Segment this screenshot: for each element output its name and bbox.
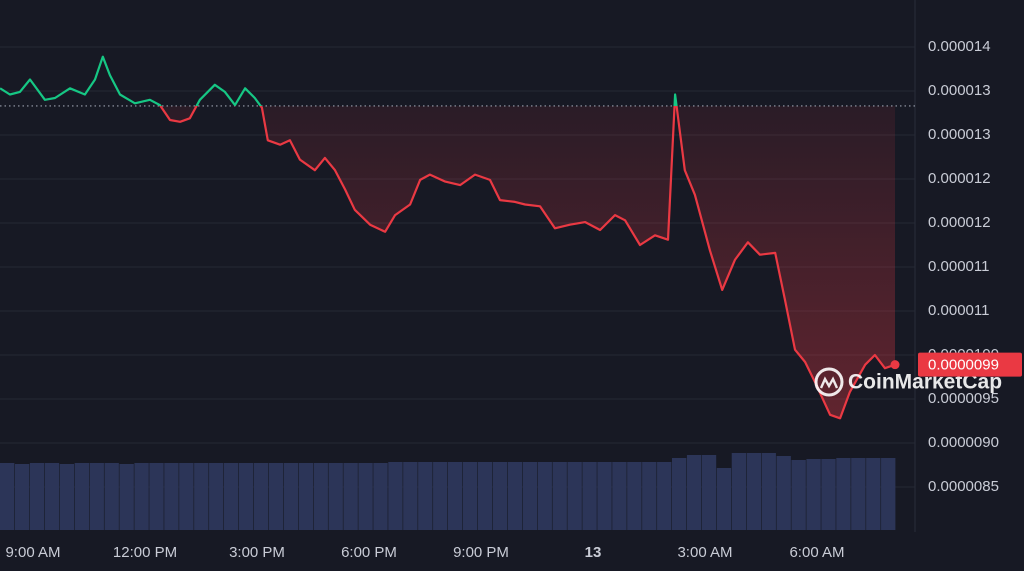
- volume-bar: [716, 468, 732, 530]
- volume-bar: [224, 463, 239, 530]
- volume-bar: [477, 462, 493, 530]
- volume-bar: [253, 463, 269, 530]
- volume-bar: [552, 462, 567, 530]
- last-point: [890, 360, 900, 370]
- volume-bar: [821, 459, 836, 530]
- x-tick-label: 6:00 AM: [789, 544, 844, 561]
- x-tick-label: 6:00 PM: [341, 544, 397, 561]
- watermark-logo: [814, 367, 844, 397]
- volume-bar: [238, 463, 254, 530]
- volume-bar: [358, 463, 373, 530]
- x-tick-label: 9:00 PM: [453, 544, 509, 561]
- x-tick-label: 3:00 PM: [229, 544, 285, 561]
- volume-bar: [791, 460, 806, 530]
- volume-bar: [209, 463, 224, 530]
- volume-bar: [343, 463, 358, 530]
- volume-bar: [179, 463, 194, 530]
- price-area: [160, 105, 895, 419]
- volume-bar: [433, 462, 448, 530]
- volume-bar: [492, 462, 508, 530]
- volume-bar: [567, 462, 582, 530]
- volume-bar: [164, 463, 179, 530]
- volume-bar: [806, 459, 821, 530]
- volume-bar: [14, 464, 30, 530]
- volume-bar: [149, 463, 164, 530]
- volume-bar: [134, 463, 149, 530]
- volume-bar: [283, 463, 299, 530]
- volume-bar: [29, 463, 45, 530]
- volume-bar: [328, 463, 343, 530]
- volume-bar: [612, 462, 627, 530]
- volume-bar: [522, 462, 537, 530]
- y-tick-label: 0.000012: [928, 170, 991, 187]
- volume-bar: [701, 455, 717, 530]
- volume-bar: [507, 462, 523, 530]
- y-tick-label: 0.000012: [928, 214, 991, 231]
- volume-bar: [776, 456, 791, 530]
- volume-bar: [313, 463, 328, 530]
- last-price-label: 0.0000099: [928, 357, 999, 374]
- volume-bar: [298, 463, 313, 530]
- volume-bar: [836, 458, 851, 530]
- volume-bar: [448, 462, 463, 530]
- volume-bar: [44, 463, 60, 530]
- y-tick-label: 0.000013: [928, 126, 991, 143]
- volume-bar: [194, 463, 209, 530]
- y-tick-label: 0.0000090: [928, 434, 999, 451]
- volume-bar: [418, 462, 433, 530]
- volume-bar: [881, 458, 896, 530]
- volume-bar: [462, 462, 478, 530]
- volume-bar: [388, 462, 403, 530]
- volume-bar: [627, 462, 642, 530]
- price-line-down: [159, 105, 896, 420]
- volume-bar: [761, 453, 776, 530]
- volume-bar: [403, 462, 418, 530]
- volume-bar: [866, 458, 881, 530]
- volume-bar: [373, 463, 388, 530]
- volume-bar: [74, 463, 89, 530]
- volume-bar: [59, 464, 75, 530]
- x-tick-label: 13: [585, 544, 602, 561]
- price-line-up: [0, 55, 678, 106]
- volume-bar: [746, 453, 761, 530]
- volume-bar: [582, 462, 597, 530]
- watermark-logo-mark: [819, 376, 839, 389]
- volume-bar: [686, 455, 702, 530]
- volume-bar: [642, 462, 657, 530]
- last-price-badge: [918, 352, 1022, 377]
- volume-bar: [731, 453, 747, 530]
- y-tick-label: 0.000013: [928, 82, 991, 99]
- y-tick-label: 0.000014: [928, 38, 991, 55]
- x-tick-label: 12:00 PM: [113, 544, 177, 561]
- volume-bar: [104, 463, 119, 530]
- y-tick-label: 0.000011: [928, 258, 989, 275]
- volume-bar: [89, 463, 104, 530]
- volume-bar: [597, 462, 612, 530]
- y-tick-label: 0.0000085: [928, 478, 999, 495]
- y-tick-label: 0.0000095: [928, 390, 999, 407]
- y-tick-label: 0.000011: [928, 302, 989, 319]
- volume-bar: [657, 462, 672, 530]
- volume-bar: [672, 458, 687, 530]
- volume-bar: [268, 463, 284, 530]
- x-tick-label: 3:00 AM: [677, 544, 732, 561]
- x-tick-label: 9:00 AM: [5, 544, 60, 561]
- volume-bar: [119, 464, 134, 530]
- volume-bar: [0, 463, 15, 530]
- volume-bar: [851, 458, 866, 530]
- volume-bar: [537, 462, 552, 530]
